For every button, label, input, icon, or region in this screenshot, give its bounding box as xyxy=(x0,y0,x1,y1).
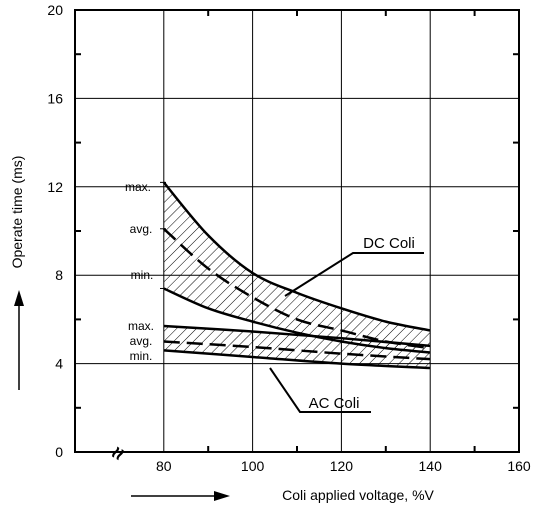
x-tick-label-3: 140 xyxy=(419,458,443,474)
y-tick-label-4: 16 xyxy=(47,90,63,106)
y-tick-label-3: 12 xyxy=(47,179,63,195)
y-axis-title: Operate time (ms) xyxy=(9,156,25,269)
dc-min-label: min. xyxy=(131,268,154,282)
y-tick-label-1: 4 xyxy=(55,356,63,372)
series-dc-coli-max xyxy=(162,181,431,332)
ac-max-label: max. xyxy=(128,319,154,333)
ac-coli-label: AC Coli xyxy=(309,395,360,412)
x-tick-label-4: 160 xyxy=(507,458,531,474)
axis-break-symbol: ≈ xyxy=(104,442,132,465)
y-axis-arrow xyxy=(14,290,24,390)
x-axis-title: Coli applied voltage, %V xyxy=(282,487,434,503)
callout-lines xyxy=(269,252,424,413)
tick-labels: 0 4 8 12 16 20 80 100 120 140 160 xyxy=(47,2,530,474)
x-tick-label-0: 80 xyxy=(156,458,172,474)
plot-frame xyxy=(74,9,520,453)
ac-avg-label: avg. xyxy=(130,334,153,348)
series-ac-coli-min xyxy=(163,349,431,370)
x-axis-arrow xyxy=(131,491,230,501)
dc-coli-label: DC Coli xyxy=(363,235,415,252)
series-ac-coli-max xyxy=(163,324,431,348)
x-tick-label-2: 120 xyxy=(330,458,354,474)
series-dc-coli-min xyxy=(163,287,431,354)
x-tick-label-1: 100 xyxy=(241,458,265,474)
band-level-labels: max. avg. min. max. avg. min. xyxy=(125,180,154,363)
band-dc-coli xyxy=(163,182,431,353)
dc-avg-label: avg. xyxy=(130,222,153,236)
ac-callout-line xyxy=(269,367,371,413)
y-tick-label-5: 20 xyxy=(47,2,63,18)
y-tick-label-2: 8 xyxy=(55,267,63,283)
ac-min-label: min. xyxy=(130,349,153,363)
dc-max-label: max. xyxy=(125,180,151,194)
grid-lines xyxy=(75,10,519,452)
y-tick-label-0: 0 xyxy=(55,444,63,460)
series-lines xyxy=(160,181,431,370)
band-ac-coli xyxy=(163,326,431,369)
hatched-bands xyxy=(163,182,431,369)
series-ac-coli-avg xyxy=(163,340,431,361)
dc-callout-line xyxy=(284,252,424,297)
